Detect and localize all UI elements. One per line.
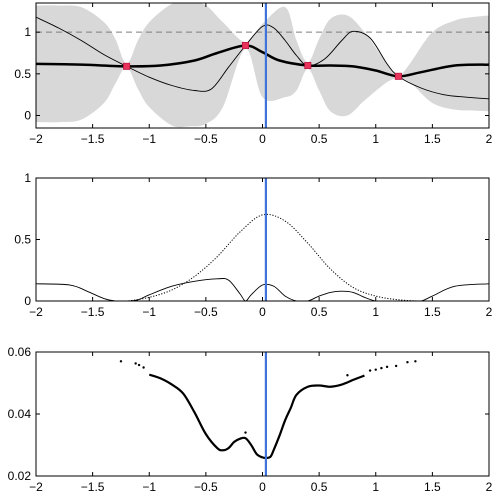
scatter-point [244, 431, 247, 434]
x-tick-label: 2 [486, 305, 493, 319]
y-tick-label: 0.02 [8, 469, 32, 483]
x-tick-label: −2 [29, 132, 43, 146]
y-tick-label: 0.5 [14, 233, 31, 247]
x-tick-label: 0.5 [311, 480, 328, 494]
scatter-point [142, 366, 145, 369]
uncertainty-band [36, 3, 489, 128]
x-tick-label: 1.5 [424, 132, 441, 146]
scatter-point [374, 368, 377, 371]
plot-area-3 [119, 360, 417, 460]
chart-1: −2 −1.5 −1 −0.5 0 0.5 1 1.5 2 0 0.5 1 [14, 2, 493, 146]
x-tick-label: −1.5 [81, 132, 105, 146]
x-tick-label: −2 [29, 305, 43, 319]
x-tick-label: 0.5 [311, 132, 328, 146]
scatter-point [346, 374, 349, 377]
x-tick-label: −0.5 [194, 480, 218, 494]
observation-point [123, 62, 131, 70]
series-mean-line [36, 44, 489, 78]
x-tick-label: 2 [486, 480, 493, 494]
x-tick-label: −1 [142, 305, 156, 319]
observation-point [394, 72, 402, 80]
scatter-point [380, 366, 383, 370]
y-tick-label: 0.04 [8, 407, 32, 421]
x-tick-label: 0 [259, 305, 266, 319]
y-tick-label: 0.06 [8, 345, 32, 359]
y-tick-label: 1 [24, 171, 31, 185]
scatter-point [394, 364, 398, 368]
y-tick-label: 0 [24, 109, 31, 123]
scatter-point [134, 362, 137, 365]
y-tick-label: 1 [24, 25, 31, 39]
x-tick-label: 1 [372, 480, 379, 494]
plot-area-1 [36, 3, 489, 128]
x-tick-label: 1 [372, 132, 379, 146]
x-tick-label: 1.5 [424, 480, 441, 494]
x-tick-label: −1.5 [81, 480, 105, 494]
x-tick-label: −1 [142, 132, 156, 146]
x-tick-label: −1.5 [81, 305, 105, 319]
scatter-point [414, 360, 417, 363]
scatter-point [119, 360, 123, 363]
x-tick-label: 0 [259, 132, 266, 146]
x-tick-label: 0 [259, 480, 266, 494]
chart-2: −2 −1.5 −1 −0.5 0 0.5 1 1.5 2 0 0.5 1 [14, 171, 492, 319]
scatter-point [406, 361, 409, 364]
plot-area-2 [36, 213, 489, 301]
observation-point [304, 61, 312, 69]
x-tick-label: −0.5 [194, 305, 218, 319]
scatter-point [385, 365, 389, 369]
axes-frame [35, 177, 490, 302]
x-tick-label: 1.5 [424, 305, 441, 319]
series-curve-line [148, 373, 365, 460]
x-tick-label: 1 [372, 305, 379, 319]
y-tick-label: 0.5 [14, 67, 31, 81]
series-dotted-line [36, 213, 489, 301]
observation-point [242, 41, 250, 49]
chart-3: −2 −1.5 −1 −0.5 0 0.5 1 1.5 2 0.02 0.04 0.06 [8, 345, 493, 494]
y-tick-label: 0 [24, 294, 31, 308]
scatter-point [137, 363, 141, 367]
x-tick-label: 0.5 [311, 305, 328, 319]
x-tick-label: −0.5 [194, 132, 218, 146]
x-tick-label: −1 [142, 480, 156, 494]
x-tick-label: 2 [486, 132, 493, 146]
scatter-point [368, 369, 372, 372]
x-tick-label: −2 [29, 480, 43, 494]
